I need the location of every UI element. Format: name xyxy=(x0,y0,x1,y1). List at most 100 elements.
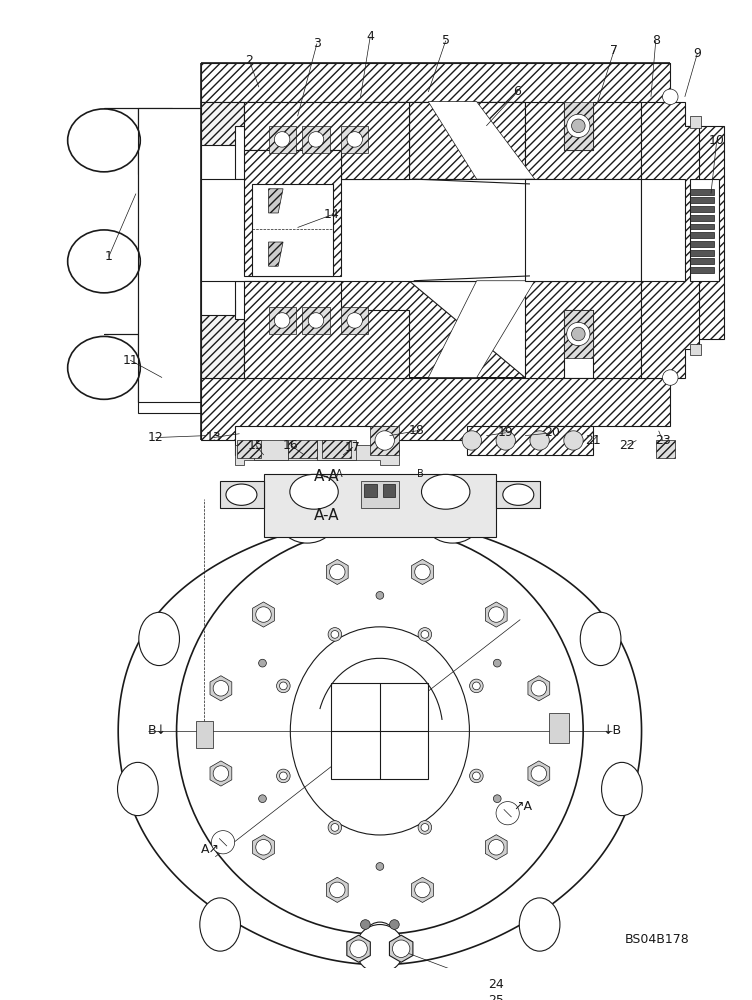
Bar xyxy=(690,267,714,273)
Circle shape xyxy=(469,679,484,693)
Text: 11: 11 xyxy=(123,354,138,367)
Bar xyxy=(690,250,714,256)
Bar xyxy=(268,307,296,334)
Circle shape xyxy=(259,659,266,667)
Bar xyxy=(317,440,356,460)
Polygon shape xyxy=(210,761,232,786)
Polygon shape xyxy=(268,242,283,266)
Circle shape xyxy=(177,528,583,934)
Polygon shape xyxy=(525,102,641,179)
Ellipse shape xyxy=(226,484,257,505)
Bar xyxy=(252,184,333,276)
Circle shape xyxy=(496,431,515,450)
Polygon shape xyxy=(485,602,507,627)
Bar xyxy=(690,241,714,247)
Circle shape xyxy=(331,631,338,638)
Polygon shape xyxy=(429,102,535,179)
Text: 8: 8 xyxy=(652,34,660,47)
Polygon shape xyxy=(253,602,274,627)
Text: 24: 24 xyxy=(488,978,504,991)
Ellipse shape xyxy=(117,762,158,816)
Circle shape xyxy=(350,940,367,957)
Bar xyxy=(690,224,714,229)
Ellipse shape xyxy=(68,109,141,172)
Circle shape xyxy=(256,607,271,622)
Text: 15: 15 xyxy=(248,439,264,452)
Text: 10: 10 xyxy=(709,134,725,147)
Polygon shape xyxy=(201,102,244,378)
Polygon shape xyxy=(429,281,535,378)
Text: B: B xyxy=(417,469,424,479)
Polygon shape xyxy=(244,281,409,378)
Circle shape xyxy=(280,772,287,780)
Circle shape xyxy=(663,370,678,385)
Bar xyxy=(564,310,593,358)
Bar xyxy=(341,126,368,153)
Circle shape xyxy=(328,821,341,834)
Text: B↓: B↓ xyxy=(147,724,167,737)
Bar xyxy=(467,426,593,455)
Ellipse shape xyxy=(359,922,400,975)
Ellipse shape xyxy=(422,474,470,509)
Text: 3: 3 xyxy=(313,37,321,50)
Circle shape xyxy=(493,795,501,803)
Circle shape xyxy=(259,795,266,803)
Bar xyxy=(332,683,429,779)
Text: 18: 18 xyxy=(409,424,425,437)
Circle shape xyxy=(274,313,290,328)
Circle shape xyxy=(489,840,504,855)
Bar xyxy=(220,481,264,508)
Circle shape xyxy=(472,772,481,780)
Polygon shape xyxy=(390,935,413,962)
Bar xyxy=(302,126,329,153)
Bar xyxy=(690,206,714,212)
Bar xyxy=(70,53,719,470)
Circle shape xyxy=(414,882,430,898)
Bar xyxy=(370,426,399,455)
Text: 21: 21 xyxy=(585,434,601,447)
Bar xyxy=(365,484,377,497)
Text: 13: 13 xyxy=(205,431,221,444)
Polygon shape xyxy=(253,835,274,860)
Polygon shape xyxy=(326,877,348,902)
Circle shape xyxy=(393,940,410,957)
Polygon shape xyxy=(347,935,370,962)
Circle shape xyxy=(376,592,384,599)
Circle shape xyxy=(329,882,345,898)
Circle shape xyxy=(256,840,271,855)
Circle shape xyxy=(414,564,430,580)
Polygon shape xyxy=(341,281,525,378)
Polygon shape xyxy=(235,445,399,465)
Ellipse shape xyxy=(68,230,141,293)
Ellipse shape xyxy=(602,762,642,816)
Polygon shape xyxy=(118,519,641,965)
Circle shape xyxy=(472,682,481,690)
Circle shape xyxy=(390,920,399,929)
Ellipse shape xyxy=(581,612,621,666)
Polygon shape xyxy=(104,334,171,402)
Circle shape xyxy=(280,682,287,690)
Bar xyxy=(235,426,394,455)
Circle shape xyxy=(496,802,520,825)
Polygon shape xyxy=(268,189,283,213)
Circle shape xyxy=(347,132,362,147)
Polygon shape xyxy=(528,676,550,701)
Circle shape xyxy=(375,431,394,450)
Circle shape xyxy=(329,564,345,580)
Circle shape xyxy=(376,863,384,870)
Text: 17: 17 xyxy=(345,441,361,454)
Text: 7: 7 xyxy=(610,44,618,57)
Bar xyxy=(196,721,214,748)
Text: 12: 12 xyxy=(147,431,163,444)
Text: A-A: A-A xyxy=(314,469,339,484)
Circle shape xyxy=(663,89,678,105)
Circle shape xyxy=(421,631,429,638)
Circle shape xyxy=(530,431,549,450)
Bar xyxy=(690,215,714,221)
Text: 9: 9 xyxy=(693,47,702,60)
Bar xyxy=(690,189,714,195)
Circle shape xyxy=(564,431,583,450)
Text: 5: 5 xyxy=(441,34,450,47)
Ellipse shape xyxy=(280,502,334,543)
Bar xyxy=(690,232,714,238)
